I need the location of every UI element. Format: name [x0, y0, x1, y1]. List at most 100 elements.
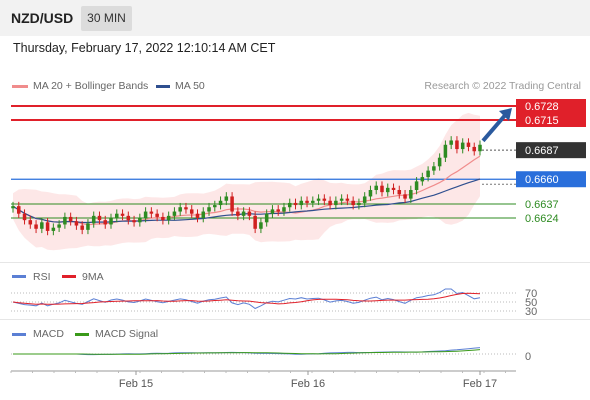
- candle-body: [247, 211, 252, 216]
- candle-body: [397, 190, 402, 195]
- candle-body: [282, 207, 286, 212]
- candle-body: [115, 213, 119, 218]
- candle-body: [472, 146, 477, 152]
- symbol-title: NZD/USD: [11, 10, 74, 26]
- rsi-ma-line: [12, 292, 481, 305]
- candle-body: [241, 211, 246, 216]
- candle-body: [74, 221, 79, 226]
- candle-body: [143, 211, 148, 218]
- candle-body: [443, 144, 448, 158]
- candle-body: [276, 209, 280, 212]
- candle-body: [339, 198, 344, 201]
- candle-body: [51, 227, 56, 231]
- candles: [11, 136, 482, 236]
- candle-body: [466, 142, 471, 147]
- divider: [0, 262, 590, 263]
- x-tick-label: Feb 15: [119, 378, 153, 390]
- copyright: Research © 2022 Trading Central: [424, 80, 581, 92]
- ma9-legend-label: 9MA: [82, 271, 104, 283]
- support-label: 0.6637: [525, 199, 559, 211]
- macd-signal-legend-label: MACD Signal: [95, 328, 159, 340]
- candle-body: [253, 215, 257, 229]
- macd-zero-label: 0: [525, 351, 531, 363]
- candle-body: [316, 198, 321, 201]
- candle-body: [403, 194, 407, 199]
- rsi-level-label: 70: [525, 288, 537, 300]
- candle-body: [391, 187, 396, 190]
- ma20-line: [12, 155, 481, 226]
- resistance-tag: [516, 113, 586, 127]
- candle-body: [68, 216, 73, 222]
- candle-body: [362, 196, 367, 203]
- candle-body: [120, 213, 125, 216]
- ma9-legend-swatch: [62, 275, 76, 278]
- timeframe-button[interactable]: 30 MIN: [81, 6, 132, 31]
- trend-arrow-shaft: [481, 111, 509, 143]
- macd-signal-line: [13, 349, 481, 355]
- rsi-level-label: 30: [525, 306, 537, 318]
- candle-body: [132, 220, 136, 223]
- ma20-legend-swatch: [12, 85, 28, 88]
- candle-body: [334, 200, 338, 206]
- candle-body: [287, 202, 292, 208]
- candle-body: [178, 207, 182, 212]
- resistance-tag-label: 0.6728: [525, 101, 559, 113]
- x-tick-label: Feb 17: [463, 378, 497, 390]
- candle-body: [414, 181, 419, 190]
- macd-legend-label: MACD: [33, 328, 64, 340]
- x-axis: Feb 15 Feb 16 Feb 17: [10, 370, 516, 390]
- macd-signal-legend-swatch: [75, 333, 89, 336]
- candle-body: [259, 222, 263, 229]
- divider: [0, 319, 590, 320]
- candle-body: [380, 185, 384, 193]
- candle-body: [138, 218, 142, 223]
- pivot-tag: [516, 171, 586, 188]
- candle-body: [184, 207, 188, 210]
- candle-body: [345, 198, 350, 201]
- candle-body: [189, 209, 194, 214]
- macd-legend-swatch: [12, 333, 26, 336]
- candle-body: [224, 196, 229, 201]
- ma50-line: [12, 178, 481, 224]
- candle-body: [432, 166, 436, 171]
- candle-body: [166, 215, 171, 221]
- candle-body: [63, 216, 67, 225]
- candle-body: [126, 215, 131, 221]
- candle-body: [264, 213, 269, 223]
- candle-body: [201, 211, 206, 218]
- candle-body: [195, 213, 200, 218]
- last-price-tag: [516, 142, 586, 159]
- ma50-legend-swatch: [156, 85, 170, 88]
- candle-body: [57, 224, 61, 228]
- macd-panel: 0: [11, 347, 531, 363]
- candle-body: [351, 200, 355, 206]
- rsi-line: [12, 288, 481, 310]
- candle-body: [460, 142, 465, 150]
- resistance-tag: [516, 99, 586, 113]
- candle-body: [161, 216, 165, 221]
- candle-body: [478, 144, 482, 152]
- candle-body: [374, 185, 378, 190]
- candle-body: [109, 218, 113, 225]
- candle-body: [91, 215, 96, 224]
- candle-body: [207, 207, 211, 212]
- resistance-tag-label: 0.6715: [525, 115, 559, 127]
- candle-body: [299, 200, 304, 206]
- candle-body: [155, 213, 159, 217]
- candle-body: [16, 206, 21, 214]
- ma50-legend-label: MA 50: [175, 80, 205, 92]
- candle-body: [86, 223, 90, 230]
- candle-body: [218, 200, 223, 206]
- price-tags: 0.6728 0.6715 0.6687 0.6660 0.6637 0.6624: [516, 99, 586, 225]
- candle-body: [40, 222, 44, 229]
- candle-body: [328, 200, 332, 206]
- trend-arrow-head: [499, 108, 512, 121]
- candle-body: [22, 213, 27, 221]
- last-price-tag-label: 0.6687: [525, 145, 559, 157]
- candle-body: [293, 202, 298, 206]
- candle-body: [45, 222, 50, 231]
- candle-body: [420, 177, 425, 182]
- candle-body: [172, 211, 177, 216]
